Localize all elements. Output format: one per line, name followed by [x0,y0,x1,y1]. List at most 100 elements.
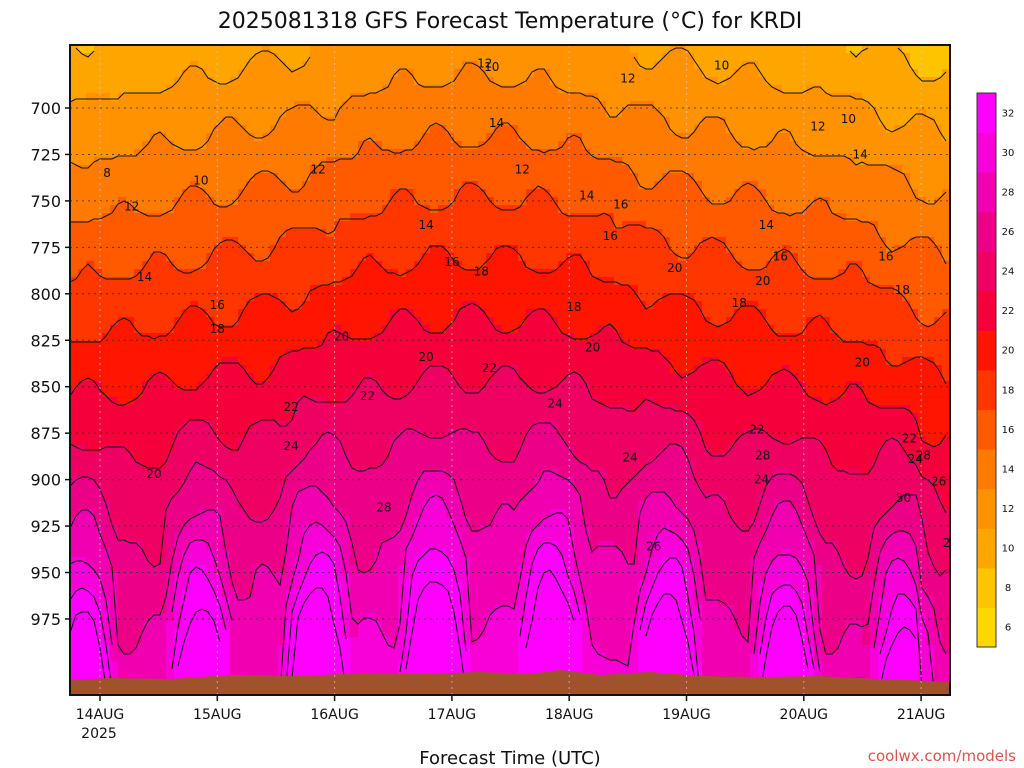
temperature-cell [638,589,647,598]
temperature-cell [70,45,79,54]
contour-label: 28 [755,448,770,462]
chart-title: 2025081318 GFS Forecast Temperature (°C)… [218,9,803,34]
temperature-cell [734,133,775,142]
temperature-cell [790,501,807,510]
temperature-cell [638,549,655,558]
temperature-cell [278,117,671,126]
temperature-cell [782,437,791,446]
temperature-cell [334,565,343,574]
temperature-cell [926,629,943,638]
temperature-cell [94,517,111,526]
temperature-cell [486,629,519,638]
temperature-cell [398,637,407,646]
temperature-cell [606,485,623,494]
temperature-cell [86,261,95,270]
temperature-cell [70,53,255,62]
temperature-cell [398,565,415,574]
temperature-cell [70,101,295,110]
temperature-cell [838,269,863,278]
colorbar-label: 16 [1002,425,1015,436]
temperature-cell [190,461,207,470]
temperature-cell [590,541,599,550]
temperature-cell [310,53,639,62]
temperature-cell [222,541,287,550]
temperature-cell [478,301,647,310]
temperature-cell [702,189,735,198]
temperature-cell [518,597,527,606]
contour-label: 24 [908,452,923,466]
credit-link[interactable]: coolwx.com/models [868,747,1016,765]
temperature-cell [422,133,455,142]
temperature-cell [630,637,639,646]
temperature-cell [750,661,759,670]
temperature-cell [350,389,391,398]
temperature-cell [182,597,223,606]
temperature-cell [886,237,911,246]
temperature-cell [222,605,231,614]
temperature-cell [638,557,647,566]
temperature-cell [670,45,687,54]
temperature-cell [198,509,223,518]
temperature-cell [70,253,151,262]
temperature-cell [358,621,383,630]
temperature-cell [646,221,879,230]
temperature-cell [886,533,911,542]
temperature-cell [422,509,447,518]
temperature-cell [942,253,950,262]
temperature-cell [406,549,423,558]
temperature-cell [174,445,231,454]
contour-line-28 [171,539,233,622]
temperature-cell [582,645,599,654]
temperature-cell [886,565,911,574]
contour-label: 16 [878,250,893,264]
temperature-cell [910,173,950,182]
temperature-cell [214,317,239,326]
temperature-cell [758,181,911,190]
temperature-cell [894,125,943,134]
temperature-cell [694,629,703,638]
temperature-cell [446,469,543,478]
temperature-cell [126,445,175,454]
temperature-cell [406,613,463,622]
temperature-cell [878,629,887,638]
temperature-cell [334,429,399,438]
temperature-cell [286,477,415,486]
temperature-cell [342,549,351,558]
temperature-cell [110,325,135,334]
temperature-cell [214,365,247,374]
plot-area: 8101214161820222428121416182022101214122… [70,45,950,695]
temperature-cell [142,389,351,398]
temperature-cell [182,421,215,430]
temperature-cell [702,429,743,438]
temperature-cell [550,69,703,78]
contour-label: 20 [146,467,161,481]
temperature-cell [702,653,751,662]
temperature-cell [406,557,415,566]
temperature-cell [174,573,191,582]
temperature-cell [686,45,847,54]
temperature-cell [94,45,263,54]
temperature-cell [70,541,103,550]
temperature-cell [70,237,223,246]
temperature-cell [566,373,583,382]
temperature-cell [814,597,823,606]
temperature-cell [702,181,743,190]
temperature-cell [630,477,695,486]
temperature-cell [742,629,751,638]
temperature-cell [478,181,639,190]
temperature-cell [206,141,359,150]
temperature-cell [494,517,543,526]
temperature-cell [302,581,343,590]
temperature-cell [470,661,519,670]
contour-line-30 [519,542,581,637]
temperature-cell [454,133,487,142]
temperature-cell [558,85,783,94]
temperature-cell [462,261,487,270]
temperature-cell [934,117,950,126]
temperature-cell [286,613,295,622]
temperature-cell [646,589,687,598]
temperature-cell [870,277,950,286]
temperature-cell [798,477,935,486]
temperature-cell [166,661,175,670]
temperature-cell [654,397,823,406]
